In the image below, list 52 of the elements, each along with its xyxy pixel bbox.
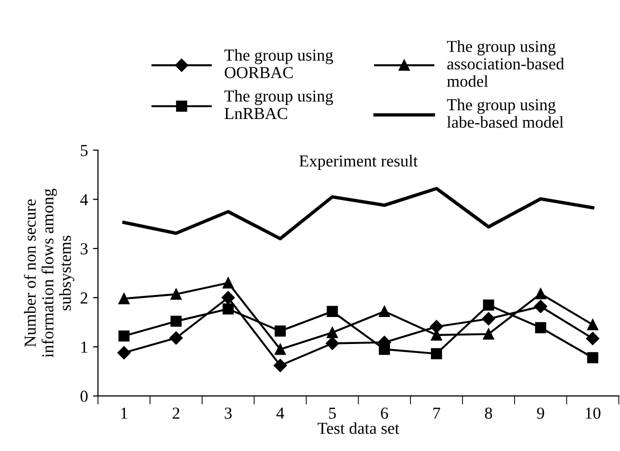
y-tick-label: 1 bbox=[81, 342, 88, 353]
y-tick-label: 5 bbox=[80, 145, 88, 156]
x-tick-label: 4 bbox=[276, 408, 284, 419]
legend-label: The group using OORBAC bbox=[224, 49, 334, 78]
legend-label: The group using association-based model bbox=[447, 40, 564, 87]
point bbox=[535, 322, 546, 334]
point bbox=[170, 316, 182, 327]
x-tick-label: 5 bbox=[329, 408, 336, 419]
point bbox=[274, 344, 286, 355]
legend-label: The group using labe-based model bbox=[447, 98, 564, 128]
point bbox=[586, 332, 600, 346]
point bbox=[587, 319, 598, 330]
point bbox=[587, 352, 598, 364]
point bbox=[326, 306, 338, 317]
point bbox=[118, 293, 130, 304]
x-tick-label: 1 bbox=[121, 408, 128, 419]
x-tick-label: 7 bbox=[433, 408, 440, 419]
point bbox=[482, 312, 496, 326]
x-tick-label: 6 bbox=[380, 408, 388, 419]
y-tick-label: 4 bbox=[80, 194, 88, 206]
point bbox=[222, 303, 234, 315]
x-tick-label: 3 bbox=[224, 408, 232, 419]
chart-title: Experiment result bbox=[299, 154, 418, 170]
x-tick-label: 2 bbox=[172, 408, 180, 419]
point bbox=[535, 288, 546, 300]
point bbox=[483, 328, 494, 340]
point bbox=[222, 277, 234, 288]
point bbox=[274, 326, 286, 337]
point bbox=[483, 299, 494, 311]
point bbox=[170, 288, 182, 300]
y-tick-label: 3 bbox=[80, 243, 88, 254]
point bbox=[326, 336, 339, 350]
point bbox=[169, 331, 183, 345]
y-tick-label: 0 bbox=[80, 390, 88, 402]
point bbox=[378, 344, 390, 355]
point bbox=[534, 300, 548, 314]
x-axis-title: Test data set bbox=[318, 422, 400, 434]
y-tick-label: 2 bbox=[80, 292, 88, 304]
point bbox=[118, 330, 130, 342]
x-tick-label: 9 bbox=[537, 408, 544, 419]
y-axis-title: Number of non secure information flows among subsystems bbox=[24, 188, 74, 358]
point bbox=[117, 346, 131, 360]
point bbox=[378, 306, 390, 317]
point bbox=[326, 327, 338, 338]
line-series bbox=[122, 186, 594, 240]
x-tick-label: 8 bbox=[485, 408, 492, 419]
legend-label: The group using LnRBAC bbox=[224, 90, 334, 120]
x-tick-label: 10 bbox=[586, 408, 600, 419]
point bbox=[222, 291, 235, 304]
point bbox=[430, 320, 444, 334]
point bbox=[274, 358, 287, 372]
point bbox=[430, 348, 442, 360]
